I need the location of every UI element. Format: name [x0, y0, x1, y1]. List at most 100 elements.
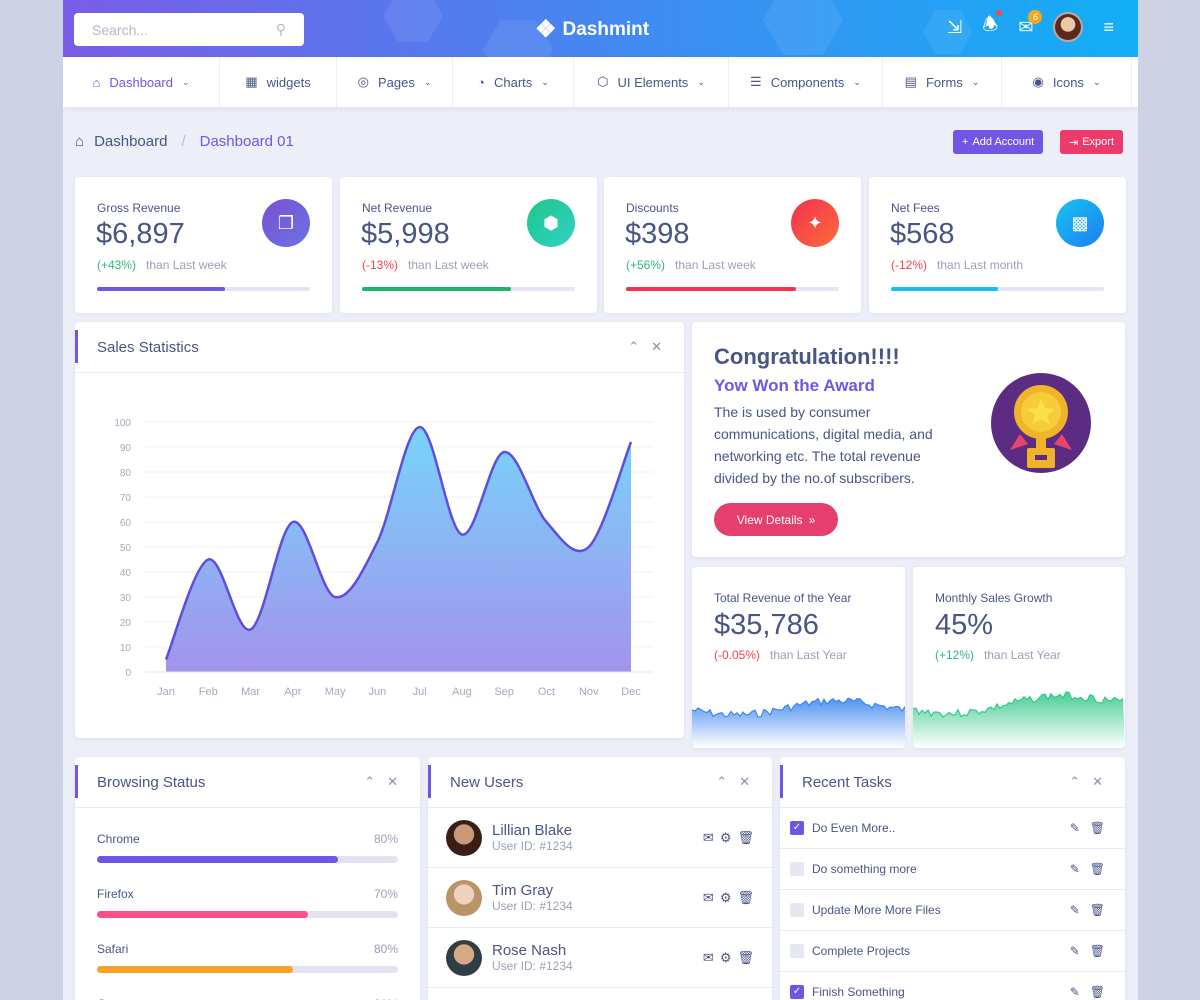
- nav-item-charts[interactable]: ◔ Charts ⌄: [453, 57, 574, 107]
- chevrons-right-icon: »: [808, 512, 816, 527]
- bell-icon[interactable]: 🕭: [982, 10, 1003, 42]
- chevron-down-icon: ⌄: [971, 76, 980, 87]
- trash-icon[interactable]: 🗑: [1089, 821, 1105, 835]
- close-icon[interactable]: ✕: [739, 774, 750, 789]
- avatar[interactable]: [1053, 12, 1084, 42]
- mail-icon[interactable]: ✉: [702, 829, 714, 845]
- edit-icon[interactable]: ✎: [1069, 985, 1080, 999]
- cube-icon: ⬢: [527, 199, 575, 247]
- trash-icon[interactable]: 🗑: [737, 889, 754, 905]
- close-icon[interactable]: ✕: [651, 339, 662, 354]
- user-name: Rose Nash: [492, 942, 567, 959]
- export-button[interactable]: ⇥ Export: [1060, 130, 1124, 154]
- search-placeholder: Search...: [92, 21, 149, 38]
- gear-icon[interactable]: ⚙: [719, 829, 732, 845]
- stat-card: Net Revenue $5,998 (-13%) than Last week…: [340, 177, 597, 313]
- sales-chart: 0 10 20 30 40 50 60 70 80 90 100 Jan Feb Mar Apr May Jun…: [114, 418, 653, 698]
- user-name: Tim Gray: [492, 882, 554, 899]
- nav-item-label: Pages: [377, 74, 415, 90]
- x-tick-label: Jul: [413, 686, 427, 698]
- fullscreen-exit-icon[interactable]: ⇲: [947, 16, 963, 37]
- task-label: Do something more: [812, 862, 917, 876]
- gear-icon[interactable]: ⚙: [719, 889, 732, 905]
- yearly-revenue-card: Total Revenue of the Year $35,786 (-0.05…: [692, 567, 905, 748]
- card-value: 45%: [935, 609, 994, 641]
- trash-icon[interactable]: 🗑: [1089, 903, 1105, 917]
- user-row: Tim Gray User ID: #1234 ✉ ⚙ 🗑: [428, 868, 772, 928]
- revenue-sparkline: [692, 697, 905, 748]
- edit-icon[interactable]: ✎: [1069, 903, 1080, 917]
- gear-icon[interactable]: ⚙: [719, 949, 732, 965]
- nav-item-icons[interactable]: ◉ Icons ⌄: [1002, 57, 1132, 107]
- edit-icon[interactable]: ✎: [1069, 821, 1080, 835]
- search-icon[interactable]: ⚲: [275, 21, 286, 37]
- menu-icon[interactable]: ≡: [1103, 16, 1114, 37]
- browser-progress: [97, 966, 398, 973]
- breadcrumb-home[interactable]: Dashboard: [94, 133, 168, 150]
- search-input[interactable]: Search... ⚲: [74, 13, 304, 46]
- trash-icon[interactable]: 🗑: [1089, 985, 1105, 999]
- card-title: Recent Tasks: [802, 773, 892, 791]
- nav-item-pages[interactable]: ◎ Pages ⌄: [337, 57, 453, 107]
- y-tick-label: 50: [120, 543, 132, 554]
- chevron-down-icon: ⌄: [541, 76, 549, 87]
- task-checkbox[interactable]: [790, 944, 804, 958]
- task-checkbox[interactable]: ✓: [790, 985, 804, 999]
- edit-icon[interactable]: ✎: [1069, 944, 1080, 958]
- task-checkbox[interactable]: ✓: [790, 821, 804, 835]
- close-icon[interactable]: ✕: [387, 774, 398, 789]
- collapse-icon[interactable]: ⌃: [628, 339, 640, 354]
- y-tick-label: 10: [120, 643, 132, 654]
- collapse-icon[interactable]: ⌃: [364, 774, 376, 789]
- user-row: Rose Nash User ID: #1234 ✉ ⚙ 🗑: [428, 928, 772, 988]
- change-percent: (+12%): [935, 648, 975, 662]
- y-tick-label: 30: [120, 593, 132, 604]
- task-checkbox[interactable]: [790, 903, 804, 917]
- browser-progress: [97, 856, 398, 863]
- browser-row: Opera 80%: [75, 997, 420, 1000]
- collapse-icon[interactable]: ⌃: [1069, 774, 1081, 789]
- trash-icon[interactable]: 🗑: [1089, 944, 1105, 958]
- edit-icon[interactable]: ✎: [1069, 862, 1080, 876]
- x-tick-label: Dec: [621, 686, 641, 698]
- layers-icon: ☰: [750, 74, 762, 89]
- view-details-button[interactable]: View Details »: [714, 503, 838, 536]
- nav-item-label: Components: [770, 74, 845, 90]
- plus-icon: +: [962, 136, 969, 148]
- nav-item-widgets[interactable]: ▦ widgets: [220, 57, 337, 107]
- mail-icon[interactable]: ✉ 6: [1018, 9, 1043, 38]
- nav-item-dashboard[interactable]: ⌂ Dashboard ⌄: [63, 57, 220, 107]
- nav-item-ui-elements[interactable]: ⬡ UI Elements ⌄: [574, 57, 729, 107]
- trash-icon[interactable]: 🗑: [1089, 862, 1105, 876]
- chevron-down-icon: ⌄: [181, 76, 190, 87]
- add-account-button[interactable]: + Add Account: [953, 130, 1044, 154]
- top-header: Search... ⚲ ❖ Dashmint ⇲ 🕭 ✉ 6 ≡: [63, 0, 1138, 57]
- sparkline-line: [692, 697, 905, 718]
- nav-item-label: Icons: [1052, 74, 1084, 90]
- collapse-icon[interactable]: ⌃: [716, 774, 728, 789]
- task-label: Do Even More..: [812, 821, 896, 835]
- task-checkbox[interactable]: [790, 862, 804, 876]
- stat-card: Gross Revenue $6,897 (+43%) than Last we…: [75, 177, 332, 313]
- logo-icon: ❖: [535, 16, 557, 43]
- mail-icon[interactable]: ✉: [702, 949, 714, 965]
- trash-icon[interactable]: 🗑: [737, 949, 754, 965]
- browsing-status-card: Browsing Status ⌃ ✕ Chrome 80% Firefox 70% Saf…: [75, 757, 420, 1000]
- mail-icon[interactable]: ✉: [702, 889, 714, 905]
- brand-logo[interactable]: ❖ Dashmint: [535, 15, 649, 44]
- change-percent: (-13%): [362, 258, 399, 272]
- card-title: Browsing Status: [97, 773, 206, 791]
- recent-tasks-card: Recent Tasks ⌃ ✕ ✓ Do Even More.. ✎ 🗑 Do somet…: [780, 757, 1125, 1000]
- close-icon[interactable]: ✕: [1092, 774, 1103, 789]
- stat-progress: [891, 287, 1104, 291]
- trash-icon[interactable]: 🗑: [737, 829, 754, 845]
- series-line: [164, 425, 633, 660]
- x-tick-label: Oct: [538, 686, 555, 698]
- browser-name: Chrome: [97, 832, 140, 846]
- growth-sparkline: [913, 691, 1125, 748]
- sales-growth-card: Monthly Sales Growth 45% (+12%) than Las…: [913, 567, 1125, 748]
- nav-item-components[interactable]: ☰ Components ⌄: [729, 57, 883, 107]
- card-label: Monthly Sales Growth: [935, 591, 1053, 605]
- nav-item-forms[interactable]: ▤ Forms ⌄: [883, 57, 1002, 107]
- y-tick-label: 80: [120, 468, 132, 479]
